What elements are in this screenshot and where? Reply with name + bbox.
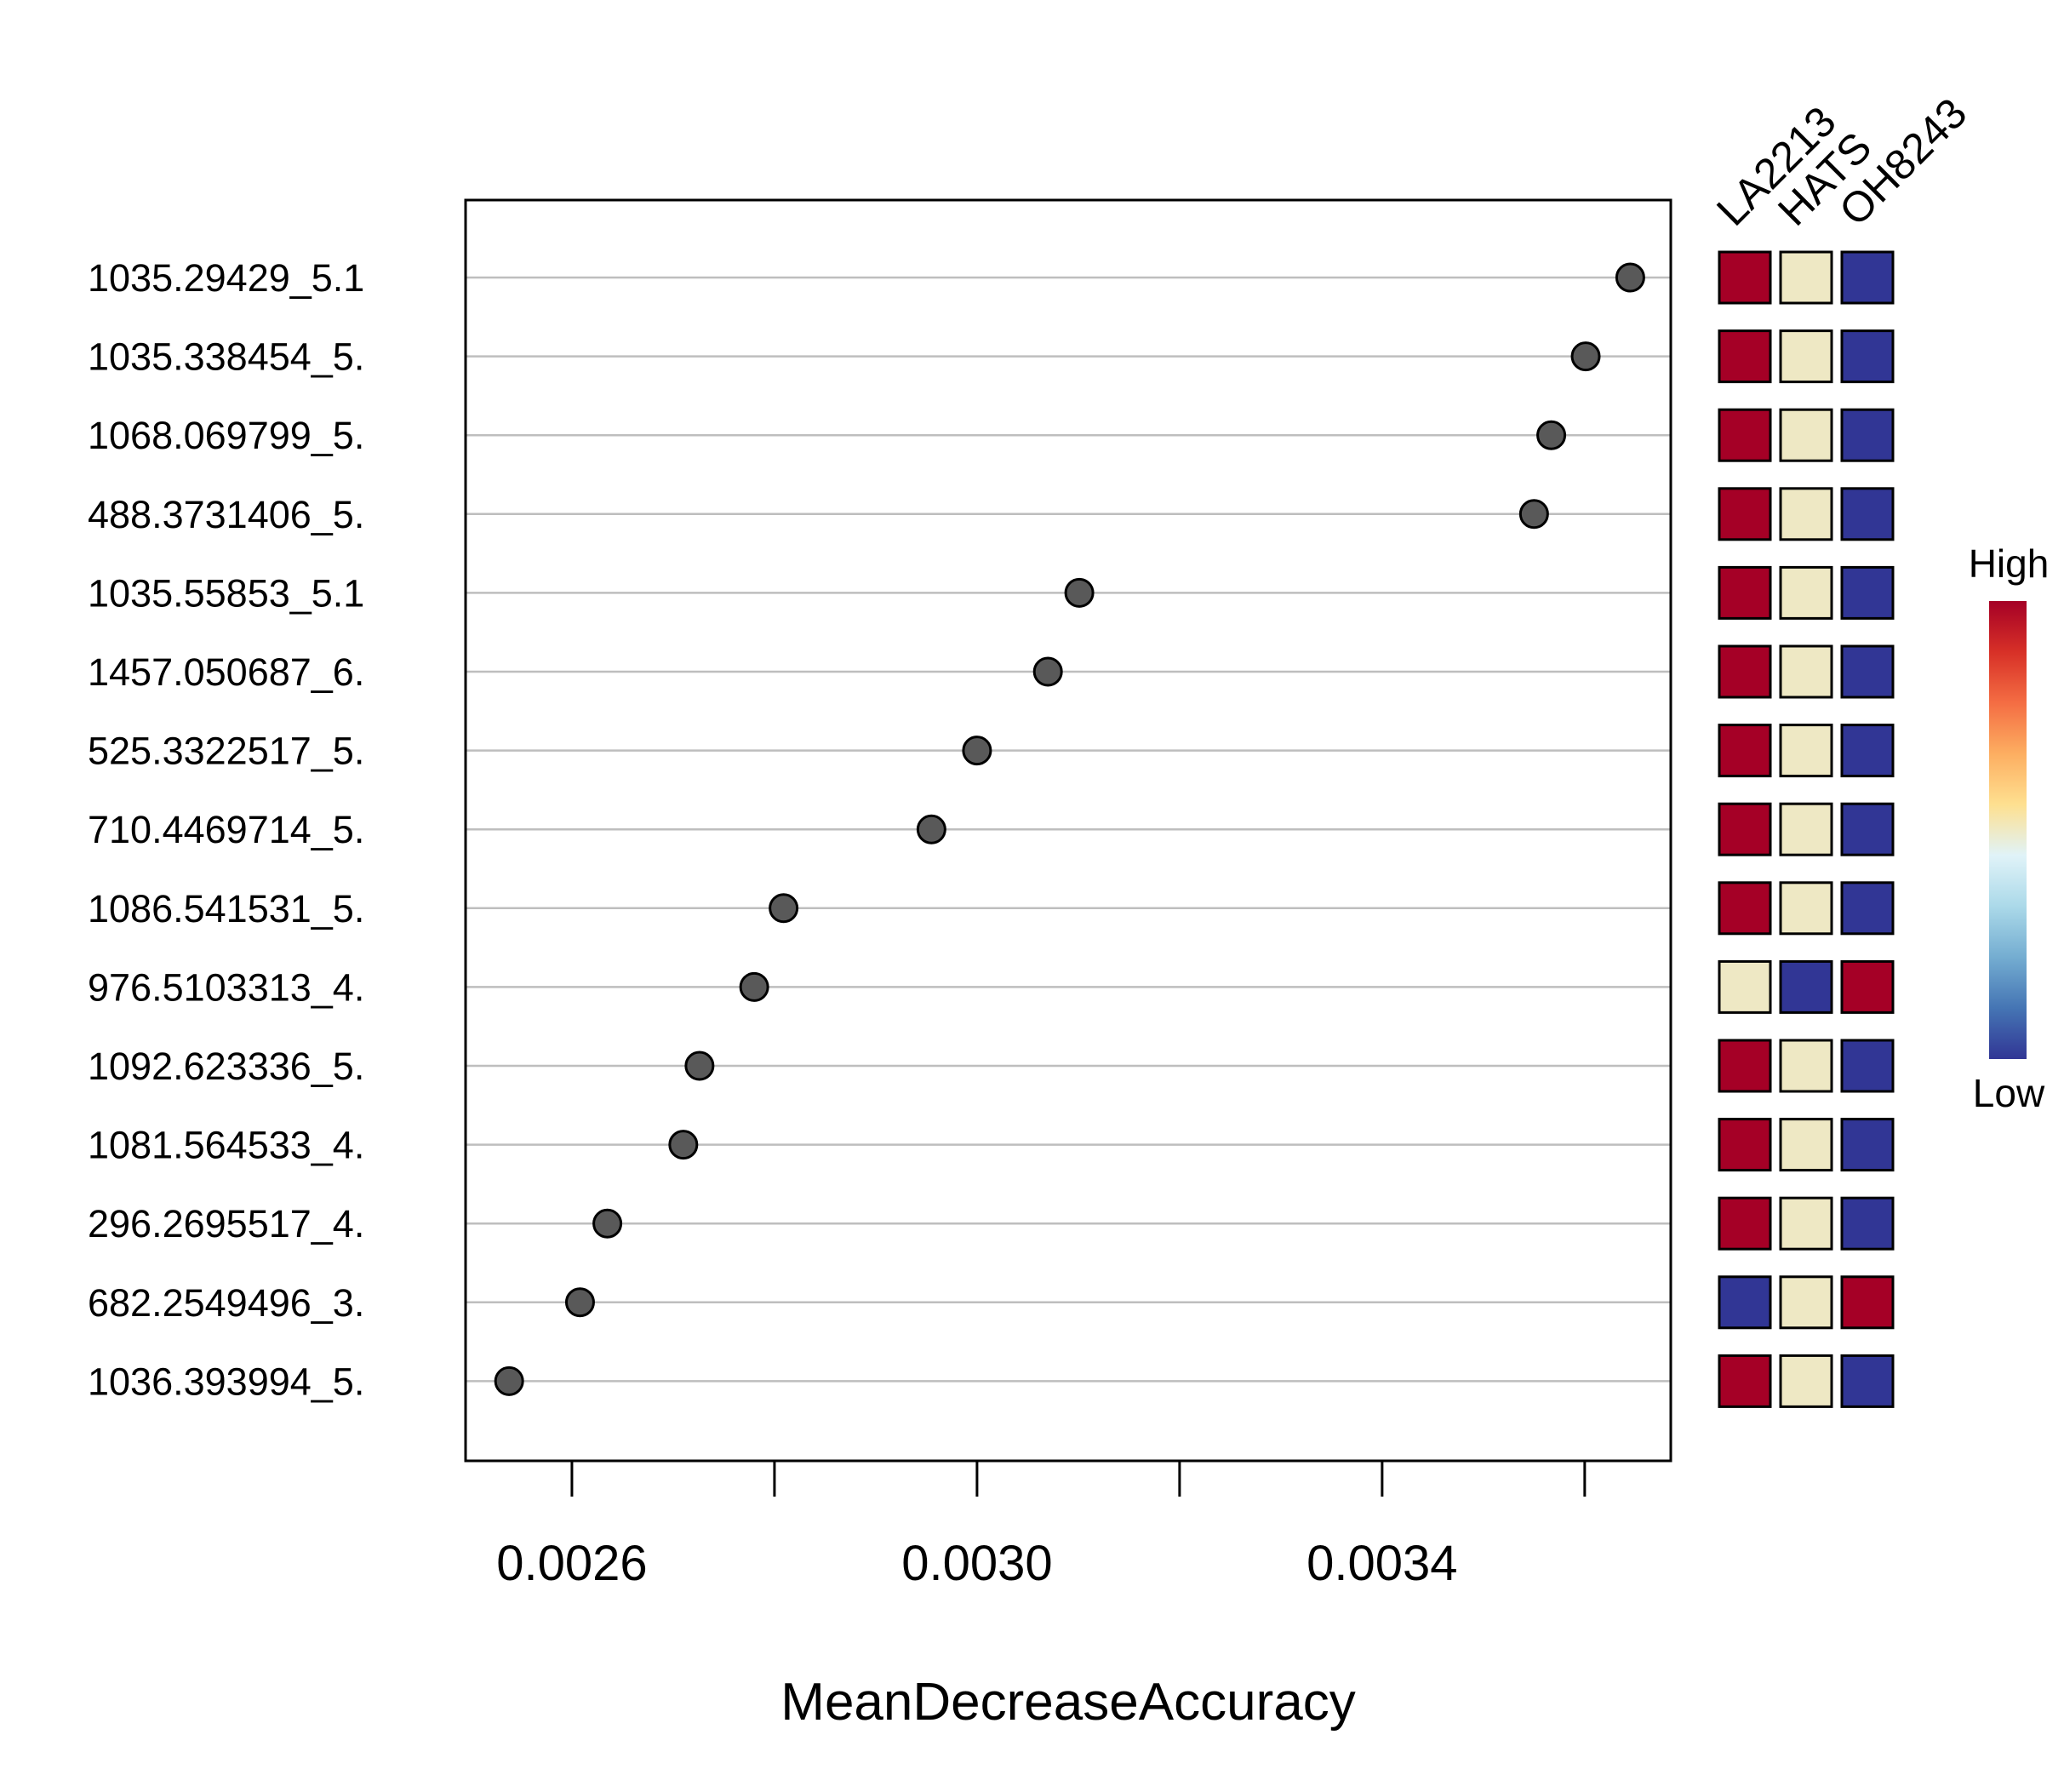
heatmap-cells bbox=[1718, 250, 1895, 1408]
heatmap-cell bbox=[1718, 250, 1772, 305]
heatmap-cell bbox=[1718, 329, 1772, 384]
data-point bbox=[668, 1130, 699, 1160]
x-tick-label: 0.0026 bbox=[496, 1536, 647, 1591]
heatmap-cell bbox=[1840, 959, 1895, 1014]
heatmap-cell bbox=[1840, 881, 1895, 936]
heatmap-cell bbox=[1840, 565, 1895, 620]
data-point bbox=[769, 893, 799, 924]
data-point bbox=[592, 1208, 623, 1239]
heatmap-cell bbox=[1840, 644, 1895, 699]
feature-label: 488.3731406_5. bbox=[88, 493, 364, 536]
data-point bbox=[1536, 420, 1567, 450]
feature-label: 296.2695517_4. bbox=[88, 1202, 364, 1245]
x-axis-title: MeanDecreaseAccuracy bbox=[780, 1673, 1355, 1732]
heatmap-cell bbox=[1779, 959, 1833, 1014]
feature-label: 1035.29429_5.1 bbox=[88, 256, 364, 300]
feature-label: 976.5103313_4. bbox=[88, 965, 364, 1009]
feature-label: 1035.55853_5.1 bbox=[88, 571, 364, 615]
data-point bbox=[1615, 262, 1645, 293]
feature-label: 682.2549496_3. bbox=[88, 1281, 364, 1325]
feature-label: 1092.623336_5. bbox=[88, 1045, 364, 1088]
data-point bbox=[684, 1051, 715, 1081]
heatmap-cell bbox=[1779, 565, 1833, 620]
feature-labels: 1035.29429_5.1 1035.338454_5. 1068.069799_… bbox=[88, 256, 364, 1403]
heatmap-cell bbox=[1718, 881, 1772, 936]
heatmap-cell bbox=[1840, 724, 1895, 778]
heatmap-cell bbox=[1840, 487, 1895, 541]
feature-label: 1086.541531_5. bbox=[88, 887, 364, 930]
feature-label: 1035.338454_5. bbox=[88, 335, 364, 379]
heatmap-cell bbox=[1840, 1118, 1895, 1172]
data-point bbox=[916, 814, 946, 844]
heatmap-cell bbox=[1718, 1354, 1772, 1408]
heatmap-cell bbox=[1779, 1118, 1833, 1172]
color-legend: High Low bbox=[1969, 541, 2050, 1115]
heatmap-cell bbox=[1779, 250, 1833, 305]
heatmap-cell bbox=[1718, 1196, 1772, 1251]
heatmap-cell bbox=[1718, 644, 1772, 699]
x-tick-label: 0.0034 bbox=[1306, 1536, 1457, 1591]
heatmap-cell bbox=[1840, 329, 1895, 384]
heatmap-cell bbox=[1718, 565, 1772, 620]
feature-label: 1036.393994_5. bbox=[88, 1360, 364, 1403]
heatmap-cell bbox=[1718, 802, 1772, 856]
data-point bbox=[1032, 656, 1063, 687]
heatmap-cell bbox=[1718, 1275, 1772, 1330]
heatmap-cell bbox=[1840, 1354, 1895, 1408]
heatmap-cell bbox=[1779, 802, 1833, 856]
heatmap-cell bbox=[1840, 1275, 1895, 1330]
heatmap-cell bbox=[1779, 644, 1833, 699]
data-point bbox=[1064, 577, 1095, 608]
heatmap-cell bbox=[1779, 1039, 1833, 1093]
data-point bbox=[564, 1287, 595, 1318]
heatmap-cell bbox=[1718, 724, 1772, 778]
feature-label: 1081.564533_4. bbox=[88, 1124, 364, 1167]
heatmap-cell bbox=[1779, 724, 1833, 778]
x-tick-label: 0.0030 bbox=[901, 1536, 1052, 1591]
heatmap-cell bbox=[1718, 408, 1772, 462]
legend-high-label: High bbox=[1969, 541, 2050, 586]
heatmap-cell bbox=[1779, 1275, 1833, 1330]
heatmap-cell bbox=[1840, 250, 1895, 305]
data-point bbox=[739, 971, 769, 1002]
legend-low-label: Low bbox=[1973, 1071, 2045, 1115]
data-point bbox=[494, 1365, 524, 1396]
plot-frame bbox=[464, 198, 1672, 1463]
data-point bbox=[1570, 341, 1601, 372]
gridlines bbox=[466, 276, 1671, 1383]
heatmap-cell bbox=[1718, 487, 1772, 541]
heatmap-cell bbox=[1840, 1039, 1895, 1093]
heatmap-cell bbox=[1779, 1354, 1833, 1408]
x-axis: 0.0026 0.0030 0.0034 bbox=[496, 1461, 1587, 1591]
feature-label: 1068.069799_5. bbox=[88, 414, 364, 457]
heatmap-cell bbox=[1718, 1118, 1772, 1172]
feature-label: 1457.050687_6. bbox=[88, 650, 364, 694]
heatmap-cell bbox=[1840, 1196, 1895, 1251]
heatmap-cell bbox=[1779, 1196, 1833, 1251]
heatmap-cell bbox=[1779, 408, 1833, 462]
heatmap-cell bbox=[1718, 1039, 1772, 1093]
feature-label: 710.4469714_5. bbox=[88, 808, 364, 851]
heatmap-cell bbox=[1779, 881, 1833, 936]
legend-colorbar bbox=[1989, 601, 2027, 1059]
feature-label: 525.3322517_5. bbox=[88, 730, 364, 773]
heatmap-cell bbox=[1840, 802, 1895, 856]
heatmap-cell bbox=[1779, 329, 1833, 384]
data-point bbox=[1518, 499, 1549, 530]
heatmap-cell bbox=[1779, 487, 1833, 541]
heatmap-cell bbox=[1840, 408, 1895, 462]
heatmap-cell bbox=[1718, 959, 1772, 1014]
data-point bbox=[962, 736, 992, 766]
data-points bbox=[494, 262, 1645, 1396]
